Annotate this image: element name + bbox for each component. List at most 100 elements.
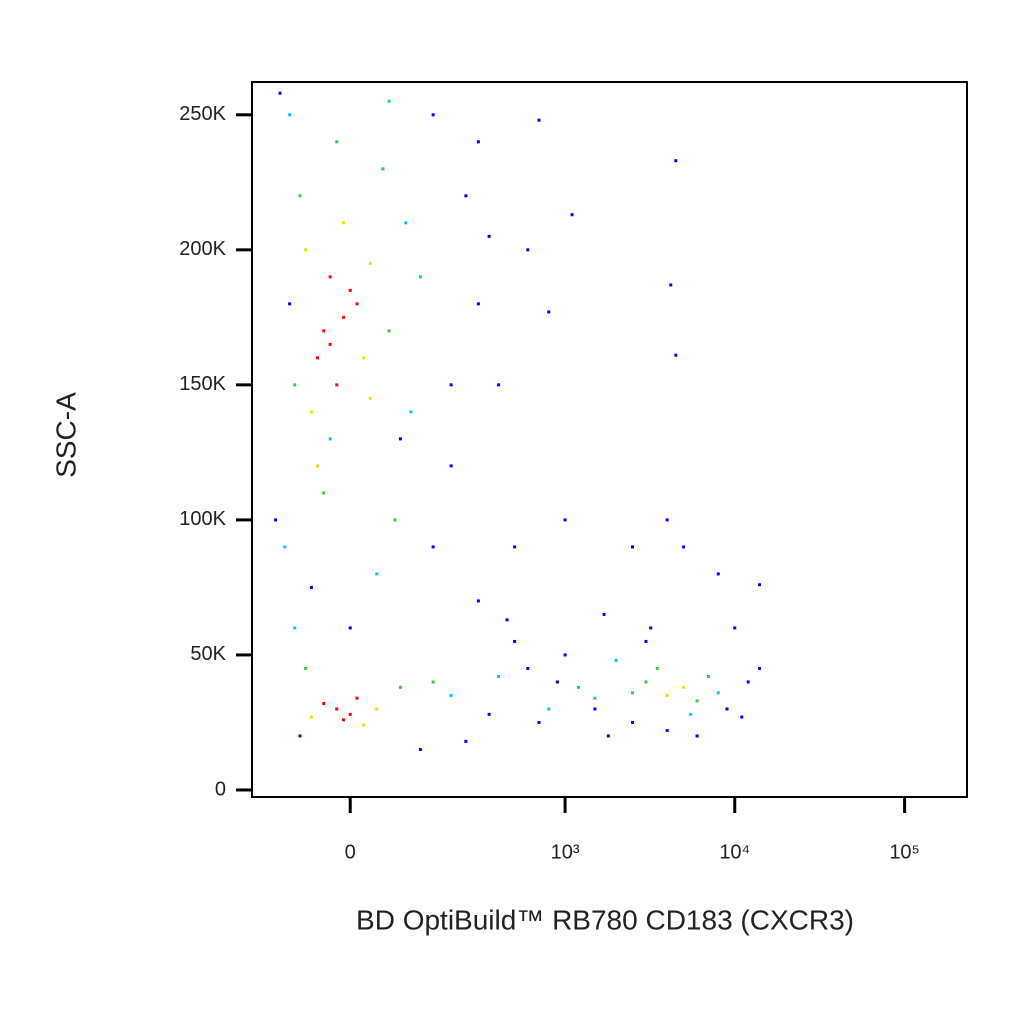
- event-dot: [706, 675, 710, 679]
- event-dot: [341, 221, 345, 225]
- event-dot: [689, 712, 693, 716]
- event-dot: [288, 302, 292, 306]
- event-dot: [348, 712, 352, 716]
- event-dot: [476, 140, 480, 144]
- event-dot: [304, 666, 308, 670]
- event-dot: [328, 275, 332, 279]
- event-dot: [418, 275, 422, 279]
- event-dot: [362, 723, 366, 727]
- event-dot: [375, 572, 379, 576]
- event-dot: [644, 639, 648, 643]
- event-dot: [431, 545, 435, 549]
- event-dot: [537, 118, 541, 122]
- event-dot: [418, 747, 422, 751]
- event-dot: [464, 194, 468, 198]
- y-tick-label: 100K: [179, 508, 226, 530]
- event-dot: [563, 518, 567, 522]
- event-dot: [547, 310, 551, 314]
- y-axis-label: SSC-A: [50, 392, 81, 478]
- event-dot: [322, 702, 326, 706]
- event-dot: [328, 437, 332, 441]
- event-dot: [315, 464, 319, 468]
- event-dot: [348, 626, 352, 630]
- event-dot: [449, 693, 453, 697]
- event-dot: [309, 410, 313, 414]
- event-dot: [293, 383, 297, 387]
- event-dot: [497, 675, 501, 679]
- event-dot: [341, 718, 345, 722]
- x-tick-label: 10⁵: [889, 841, 920, 863]
- event-dot: [740, 715, 744, 719]
- event-dot: [733, 626, 737, 630]
- event-dot: [563, 653, 567, 657]
- event-dot: [404, 221, 408, 225]
- event-dot: [335, 140, 339, 144]
- event-dot: [695, 734, 699, 738]
- event-dot: [298, 194, 302, 198]
- event-dot: [758, 583, 762, 587]
- event-dot: [348, 288, 352, 292]
- event-dot: [555, 680, 559, 684]
- event-dot: [606, 734, 610, 738]
- event-dot: [335, 383, 339, 387]
- event-dot: [665, 729, 669, 733]
- event-dot: [449, 383, 453, 387]
- event-dot: [655, 666, 659, 670]
- event-dot: [335, 707, 339, 711]
- event-dot: [431, 680, 435, 684]
- event-dot: [669, 283, 673, 287]
- x-axis-label: BD OptiBuild™ RB780 CD183 (CXCR3): [356, 904, 854, 935]
- event-dot: [631, 691, 635, 695]
- event-dot: [476, 599, 480, 603]
- event-dot: [398, 685, 402, 689]
- event-dot: [368, 396, 372, 400]
- event-dot: [487, 712, 491, 716]
- x-tick-label: 10³: [551, 841, 580, 863]
- event-dot: [547, 707, 551, 711]
- event-dot: [614, 658, 618, 662]
- y-tick-label: 150K: [179, 373, 226, 395]
- event-dot: [487, 234, 491, 238]
- event-dot: [537, 720, 541, 724]
- event-dot: [362, 356, 366, 360]
- event-dot: [449, 464, 453, 468]
- event-dot: [593, 707, 597, 711]
- event-dot: [464, 739, 468, 743]
- event-dot: [682, 545, 686, 549]
- event-dot: [505, 618, 509, 622]
- event-dot: [644, 680, 648, 684]
- event-dot: [409, 410, 413, 414]
- y-tick-label: 250K: [179, 103, 226, 125]
- event-dot: [298, 734, 302, 738]
- event-dot: [631, 545, 635, 549]
- event-dot: [746, 680, 750, 684]
- event-dot: [288, 113, 292, 117]
- event-dot: [368, 261, 372, 265]
- y-tick-label: 50K: [190, 643, 226, 665]
- event-dot: [526, 248, 530, 252]
- event-dot: [513, 639, 517, 643]
- event-dot: [631, 720, 635, 724]
- event-dot: [304, 248, 308, 252]
- event-dot: [682, 685, 686, 689]
- event-dot: [674, 159, 678, 163]
- event-dot: [387, 99, 391, 103]
- event-dot: [393, 518, 397, 522]
- event-dot: [398, 437, 402, 441]
- event-dot: [355, 696, 359, 700]
- event-dot: [526, 666, 530, 670]
- event-dot: [665, 518, 669, 522]
- event-dot: [497, 383, 501, 387]
- event-dot: [293, 626, 297, 630]
- event-dot: [758, 666, 762, 670]
- event-dot: [274, 518, 278, 522]
- event-dot: [322, 491, 326, 495]
- event-dot: [602, 612, 606, 616]
- event-dot: [716, 572, 720, 576]
- event-dot: [695, 699, 699, 703]
- event-dot: [513, 545, 517, 549]
- y-tick-label: 0: [215, 778, 226, 800]
- event-dot: [593, 696, 597, 700]
- event-dot: [278, 91, 282, 95]
